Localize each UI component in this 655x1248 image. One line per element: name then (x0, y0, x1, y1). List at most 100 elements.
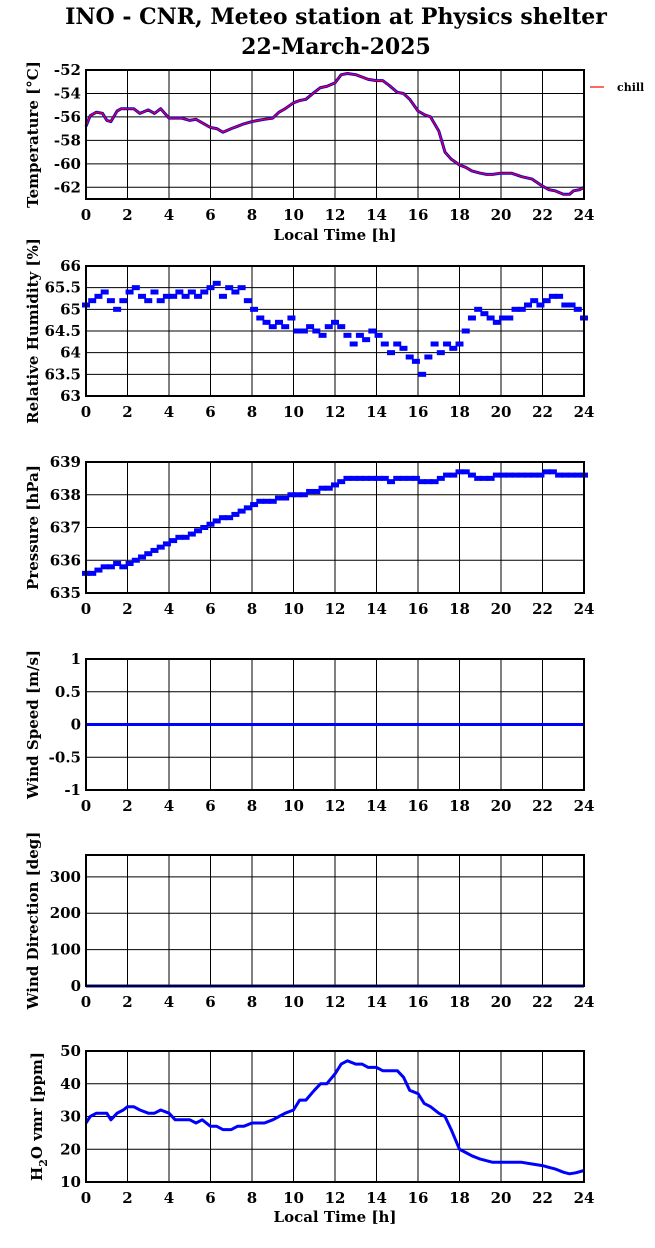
y-tick-label: 66 (60, 257, 81, 275)
x-tick-label: 10 (283, 993, 304, 1011)
data-point (474, 306, 483, 312)
x-tick-label: 16 (408, 600, 429, 618)
data-point (418, 479, 427, 485)
x-tick-label: 8 (247, 403, 257, 421)
data-point (274, 495, 283, 501)
data-point (555, 472, 564, 478)
x-tick-label: 22 (532, 797, 553, 815)
data-point (113, 561, 122, 567)
y-tick-label: -54 (54, 84, 81, 102)
data-point (212, 518, 221, 524)
data-point (318, 332, 327, 338)
data-point (162, 541, 171, 547)
data-point (443, 472, 452, 478)
y-tick-label: -60 (54, 155, 81, 173)
data-point (131, 285, 140, 291)
data-point (274, 319, 283, 325)
x-tick-label: 8 (247, 993, 257, 1011)
y-axis-label: H2O vmr [ppm] (28, 1052, 50, 1181)
data-point (262, 498, 271, 504)
data-point (206, 285, 215, 291)
y-tick-label: 50 (60, 1042, 81, 1060)
data-point (187, 289, 196, 295)
data-point (461, 328, 470, 334)
data-point (281, 495, 290, 501)
data-point (268, 498, 277, 504)
x-tick-label: 6 (205, 403, 215, 421)
data-point (231, 289, 240, 295)
data-point (517, 472, 526, 478)
x-tick-label: 14 (366, 403, 387, 421)
x-tick-label: 24 (574, 797, 595, 815)
plot-frame (85, 69, 585, 200)
y-tick-label: -58 (54, 131, 81, 149)
x-tick-label: 20 (491, 403, 512, 421)
data-point (331, 319, 339, 325)
x-tick-label: 2 (122, 206, 132, 224)
x-tick-label: 12 (325, 206, 346, 224)
legend-label: chill (617, 81, 644, 94)
series-line (84, 1059, 585, 1176)
data-point (505, 315, 514, 321)
x-tick-label: 4 (164, 206, 174, 224)
x-tick-label: 6 (205, 797, 215, 815)
data-point (175, 289, 184, 295)
x-tick-label: 2 (122, 993, 132, 1011)
data-point (505, 472, 514, 478)
x-tick-label: 10 (283, 600, 304, 618)
data-point (293, 492, 302, 498)
series-line-chill (85, 72, 585, 195)
data-point (88, 570, 97, 576)
x-tick-label: 14 (366, 1189, 387, 1207)
data-point (349, 475, 358, 481)
y-tick-label: 635 (50, 584, 81, 602)
data-point (287, 315, 296, 321)
data-point (243, 298, 252, 304)
data-point (106, 298, 115, 304)
x-tick-label: 22 (532, 993, 553, 1011)
data-point (480, 475, 489, 481)
x-tick-label: 0 (81, 993, 91, 1011)
x-tick-label: 12 (325, 1189, 346, 1207)
data-point (162, 293, 171, 299)
data-point (312, 328, 321, 334)
data-point (156, 298, 165, 304)
x-tick-label: 2 (122, 600, 132, 618)
x-tick-label: 4 (164, 993, 174, 1011)
x-tick-label: 12 (325, 600, 346, 618)
plot-frame (85, 461, 585, 594)
data-point (467, 315, 476, 321)
y-tick-label: 65 (60, 300, 81, 318)
data-point (218, 515, 227, 521)
data-point (250, 306, 259, 312)
x-tick-label: 24 (574, 1189, 595, 1207)
data-point (436, 350, 445, 356)
data-point (194, 293, 203, 299)
y-tick-label: 63 (60, 387, 81, 405)
y-axis-label: Relative Humidity [%] (24, 238, 42, 424)
data-point (343, 332, 352, 338)
data-point (125, 561, 134, 567)
x-tick-label: 24 (574, 206, 595, 224)
data-point (567, 302, 576, 308)
data-point (492, 319, 501, 325)
x-tick-label: 12 (325, 403, 346, 421)
x-tick-label: 4 (164, 403, 174, 421)
data-point (530, 472, 539, 478)
y-tick-label: 10 (60, 1173, 81, 1191)
x-tick-label: 16 (408, 403, 429, 421)
x-tick-label: 8 (247, 1189, 257, 1207)
data-point (119, 298, 128, 304)
data-point (424, 479, 433, 485)
data-point (181, 293, 190, 299)
data-point (113, 306, 122, 312)
y-tick-label: 40 (60, 1075, 81, 1093)
plot-frame (85, 1050, 585, 1183)
data-point (492, 472, 501, 478)
data-point (331, 482, 339, 488)
x-tick-label: 0 (81, 797, 91, 815)
data-point (225, 515, 234, 521)
data-point (225, 285, 234, 291)
y-axis-label: Wind Direction [deg] (24, 832, 42, 1011)
